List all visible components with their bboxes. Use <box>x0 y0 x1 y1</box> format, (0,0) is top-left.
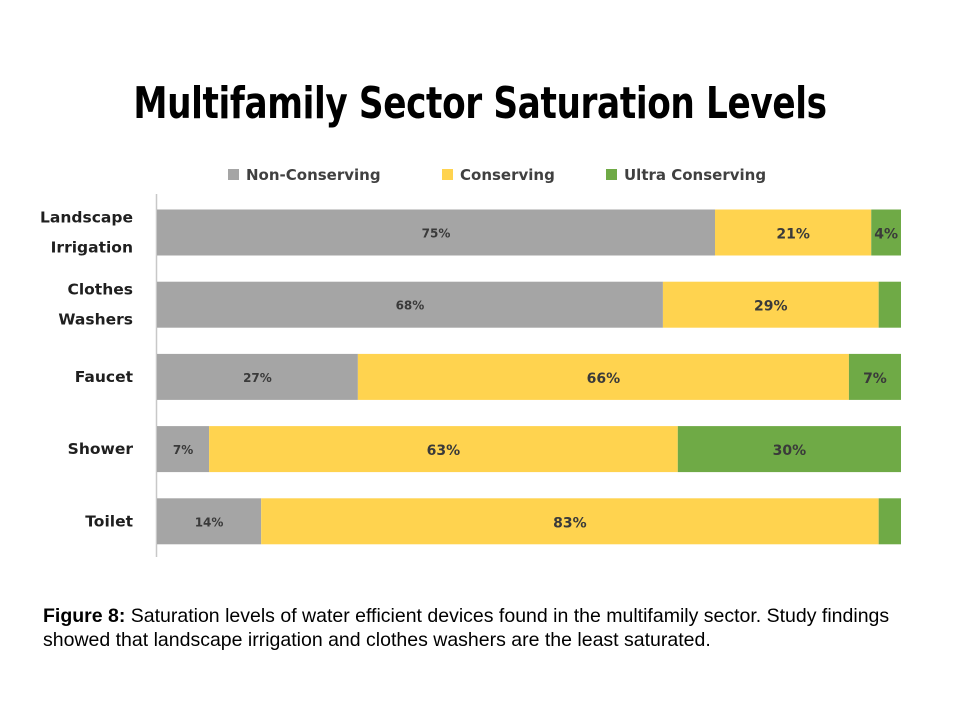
category-label-landscape-irrigation-line1: Landscape <box>40 209 133 227</box>
bar-faucet-non-conserving <box>157 353 358 400</box>
data-label-landscape-irrigation-non-conserving: 75% <box>422 227 451 241</box>
legend-swatch-ultra-conserving <box>606 169 617 180</box>
bar-clothes-washers-non-conserving <box>157 281 663 328</box>
bar-landscape-irrigation-non-conserving <box>157 209 715 256</box>
category-label-landscape-irrigation-line2: Irrigation <box>51 239 133 257</box>
bar-shower-non-conserving <box>157 426 210 473</box>
category-label-clothes-washers-line2: Washers <box>58 311 133 329</box>
data-label-toilet-non-conserving: 14% <box>195 515 224 529</box>
data-label-faucet-conserving: 66% <box>587 371 621 387</box>
slide-title: Multifamily Sector Saturation Levels <box>133 78 827 129</box>
caption-label: Figure 8: <box>43 605 126 627</box>
bar-landscape-irrigation-ultra-conserving <box>871 209 901 256</box>
data-label-clothes-washers-conserving: 29% <box>754 299 788 315</box>
bar-shower-conserving <box>209 426 678 473</box>
figure-caption: Figure 8: Saturation levels of water eff… <box>43 604 923 652</box>
stacked-bar-chart: Non-Conserving Conserving Ultra Conserving… <box>40 166 901 557</box>
data-label-clothes-washers-non-conserving: 68% <box>396 299 425 313</box>
bar-faucet-ultra-conserving <box>848 353 901 400</box>
bar-shower-ultra-conserving <box>677 426 901 473</box>
category-label-faucet: Faucet <box>75 368 134 386</box>
legend-label-conserving: Conserving <box>460 166 555 184</box>
data-label-faucet-non-conserving: 27% <box>243 371 272 385</box>
legend-label-ultra-conserving: Ultra Conserving <box>624 166 766 184</box>
category-label-clothes-washers-line1: Clothes <box>67 281 133 299</box>
data-label-landscape-irrigation-conserving: 21% <box>776 227 810 243</box>
legend-label-non-conserving: Non-Conserving <box>246 166 381 184</box>
bar-clothes-washers-conserving <box>662 281 879 328</box>
data-label-faucet-ultra-conserving: 7% <box>863 371 887 387</box>
category-label-shower: Shower <box>68 440 134 458</box>
data-label-toilet-conserving: 83% <box>553 515 587 531</box>
bar-clothes-washers-ultra-conserving <box>878 281 901 328</box>
legend-swatch-conserving <box>442 169 453 180</box>
data-label-shower-ultra-conserving: 30% <box>773 443 807 459</box>
data-label-shower-non-conserving: 7% <box>173 443 193 457</box>
legend-swatch-non-conserving <box>228 169 239 180</box>
bar-faucet-conserving <box>357 353 849 400</box>
data-label-landscape-irrigation-ultra-conserving: 4% <box>874 227 898 243</box>
category-label-toilet: Toilet <box>85 512 133 530</box>
data-label-shower-conserving: 63% <box>427 443 461 459</box>
bar-landscape-irrigation-conserving <box>715 209 872 256</box>
bar-toilet-conserving <box>261 498 879 545</box>
bar-toilet-ultra-conserving <box>878 498 901 545</box>
bar-toilet-non-conserving <box>157 498 262 545</box>
caption-text: Saturation levels of water efficient dev… <box>43 605 890 651</box>
